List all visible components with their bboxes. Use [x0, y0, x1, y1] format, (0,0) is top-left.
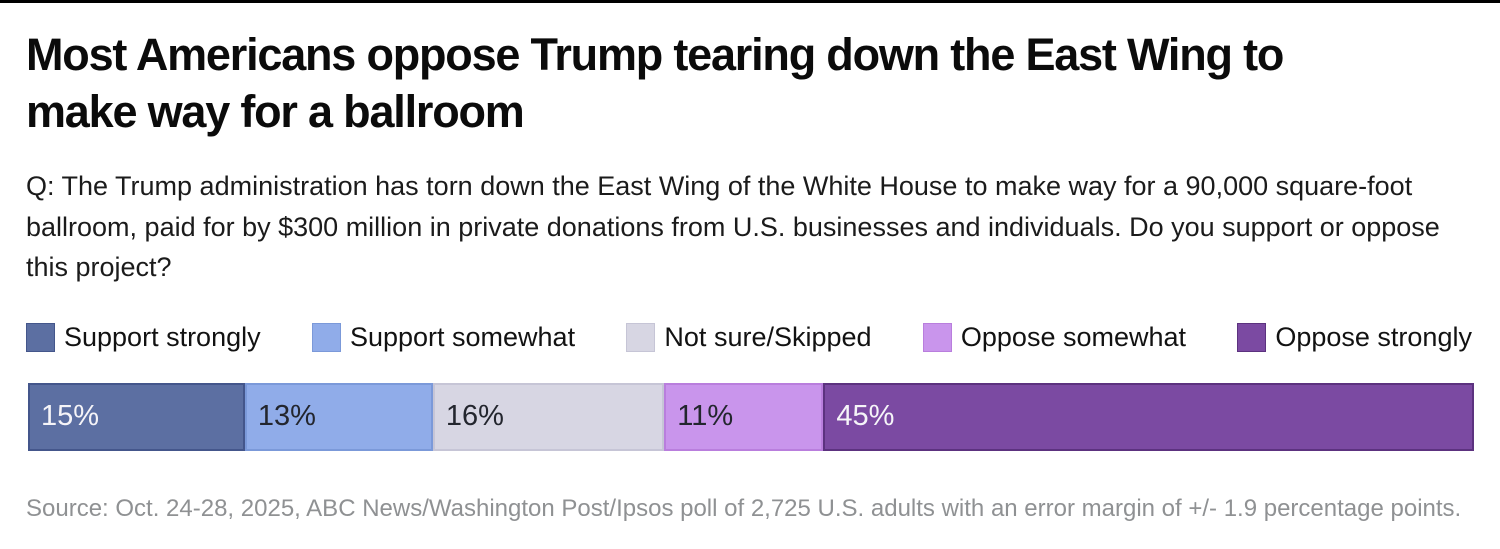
top-rule	[0, 0, 1500, 3]
legend-item-oppose-strongly: Oppose strongly	[1237, 322, 1472, 353]
legend-label: Oppose somewhat	[960, 321, 1187, 352]
legend-swatch-oppose-strongly	[1237, 322, 1267, 352]
bar-segment-not-sure-skipped: 16%	[432, 382, 665, 451]
legend-swatch-support-somewhat	[311, 322, 341, 352]
bar-segment-value: 13%	[257, 400, 316, 433]
stacked-bar: 15% 13% 16% 11% 45%	[28, 382, 1475, 451]
legend-label: Support strongly	[64, 321, 261, 352]
legend-swatch-not-sure-skipped	[626, 322, 656, 352]
chart-title-line-1: Most Americans oppose Trump tearing down…	[26, 29, 1284, 80]
bar-segment-oppose-somewhat: 11%	[664, 382, 824, 451]
bar-segment-support-somewhat: 13%	[244, 382, 433, 451]
chart-title-line-2: make way for a ballroom	[26, 85, 525, 137]
legend-item-oppose-somewhat: Oppose somewhat	[922, 321, 1187, 353]
legend-item-not-sure-skipped: Not sure/Skipped	[626, 321, 872, 353]
chart-legend: Support strongly Support somewhat Not sure…	[26, 322, 1472, 353]
bar-segment-value: 16%	[445, 400, 504, 433]
source-note: Source: Oct. 24-28, 2025, ABC News/Washi…	[26, 494, 1462, 522]
bar-segment-value: 11%	[677, 400, 734, 433]
bar-segment-oppose-strongly: 45%	[823, 382, 1475, 451]
legend-label: Support somewhat	[349, 321, 576, 352]
bar-segment-value: 45%	[836, 400, 895, 433]
bar-segment-support-strongly: 15%	[28, 382, 245, 451]
legend-swatch-oppose-somewhat	[922, 322, 952, 352]
poll-question: Q: The Trump administration has torn dow…	[26, 171, 1440, 283]
legend-item-support-somewhat: Support somewhat	[311, 321, 576, 353]
chart-title: Most Americans oppose Trump tearing down…	[26, 27, 1426, 140]
legend-label: Oppose strongly	[1275, 321, 1472, 352]
legend-swatch-support-strongly	[26, 322, 55, 352]
legend-item-support-strongly: Support strongly	[26, 322, 261, 353]
legend-label: Not sure/Skipped	[664, 321, 872, 352]
bar-segment-value: 15%	[41, 400, 100, 433]
